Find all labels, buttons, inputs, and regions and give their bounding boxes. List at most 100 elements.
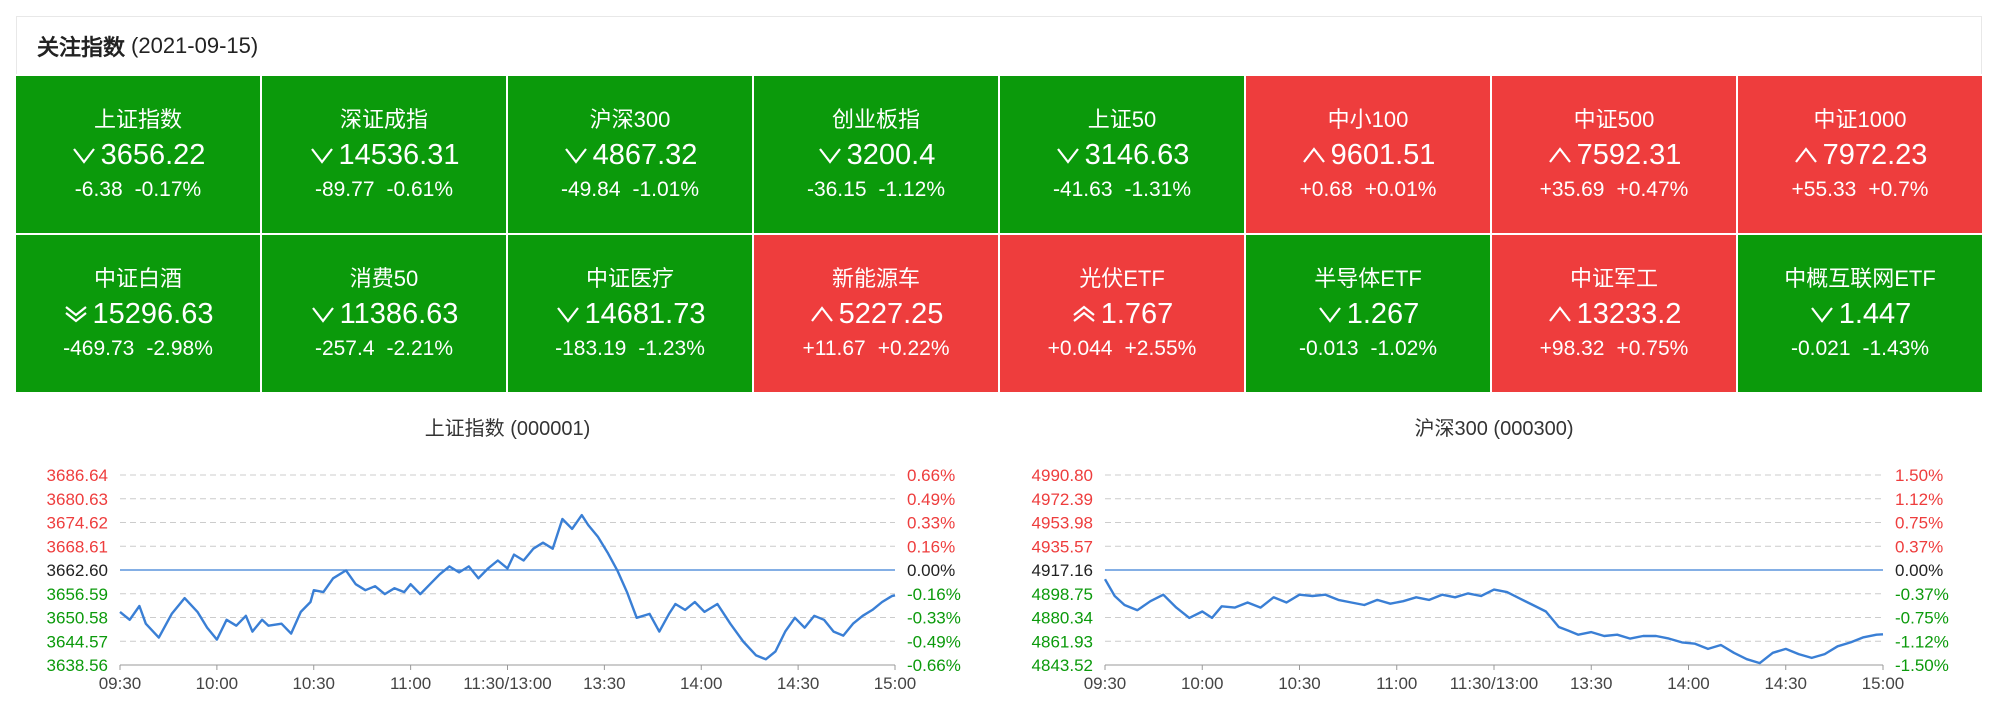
index-name: 创业板指: [831, 106, 920, 132]
chevron-up-icon: [1548, 146, 1571, 163]
index-change-pct: +0.75%: [1616, 336, 1689, 360]
index-price-row: 9601.51: [1301, 135, 1435, 175]
index-price: 3200.4: [846, 138, 936, 171]
x-tick-label: 10:00: [1181, 674, 1224, 693]
chart-title: 上证指数 (000001): [425, 417, 591, 440]
index-card[interactable]: 中概互联网ETF 1.447 -0.021 -1.43%: [1738, 235, 1982, 392]
y-tick-label-right: 1.12%: [1895, 490, 1943, 509]
index-card[interactable]: 中证军工 13233.2 +98.32 +0.75%: [1492, 235, 1736, 392]
index-name: 光伏ETF: [1079, 265, 1165, 291]
x-tick-label: 14:00: [680, 674, 723, 693]
index-price-row: 14681.73: [555, 294, 706, 334]
index-change-pct: -1.02%: [1370, 336, 1438, 360]
chevron-down-icon: [818, 147, 841, 164]
index-card[interactable]: 中证500 7592.31 +35.69 +0.47%: [1492, 76, 1736, 233]
index-card[interactable]: 新能源车 5227.25 +11.67 +0.22%: [754, 235, 998, 392]
y-tick-label-right: -1.12%: [1895, 632, 1949, 651]
index-change: -183.19: [555, 336, 627, 360]
index-price-row: 7972.23: [1793, 135, 1928, 175]
x-tick-label: 14:30: [1764, 674, 1807, 693]
index-change: +0.044: [1047, 336, 1113, 360]
y-tick-label-right: 0.16%: [907, 537, 955, 556]
y-tick-label-right: 0.37%: [1895, 537, 1943, 556]
index-card[interactable]: 上证指数 3656.22 -6.38 -0.17%: [16, 76, 260, 233]
index-change-row: +98.32 +0.75%: [1540, 334, 1689, 364]
index-change: -6.38: [74, 177, 123, 201]
index-name: 上证指数: [93, 106, 182, 132]
index-card[interactable]: 光伏ETF 1.767 +0.044 +2.55%: [1000, 235, 1244, 392]
index-price-row: 3656.22: [71, 135, 205, 175]
x-tick-label: 14:00: [1667, 674, 1710, 693]
x-tick-label: 09:30: [99, 674, 142, 693]
index-card[interactable]: 中小100 9601.51 +0.68 +0.01%: [1246, 76, 1490, 233]
hs300-chart: 沪深300 (000300) 4990.80 1.50% 4972.39 1.12% 49…: [1005, 405, 1980, 710]
index-card[interactable]: 上证50 3146.63 -41.63 -1.31%: [1000, 76, 1244, 233]
x-tick-label: 11:30/13:00: [463, 674, 552, 693]
chart-title: 沪深300 (000300): [1415, 417, 1574, 440]
index-price: 5227.25: [838, 297, 944, 330]
chevron-down-icon: [564, 147, 587, 164]
index-change-row: -6.38 -0.17%: [75, 175, 201, 205]
index-price-row: 15296.63: [63, 294, 213, 334]
index-name: 上证50: [1087, 106, 1157, 132]
double-chevron-up-icon: [1073, 305, 1095, 322]
index-change: +35.69: [1539, 177, 1605, 201]
index-change: +98.32: [1539, 336, 1605, 360]
y-tick-label-right: -0.37%: [1895, 585, 1949, 604]
index-card[interactable]: 沪深300 4867.32 -49.84 -1.01%: [508, 76, 752, 233]
index-change-pct: -1.01%: [632, 177, 700, 201]
index-name: 中证军工: [1569, 265, 1658, 291]
index-change-row: +35.69 +0.47%: [1540, 175, 1689, 205]
index-price-row: 14536.31: [309, 135, 460, 175]
index-change-row: +11.67 +0.22%: [802, 334, 949, 364]
index-name: 中概互联网ETF: [1784, 265, 1936, 291]
hs300-chart-svg: 沪深300 (000300) 4990.80 1.50% 4972.39 1.12% 49…: [1032, 417, 1949, 693]
index-card[interactable]: 中证1000 7972.23 +55.33 +0.7%: [1738, 76, 1982, 233]
index-price-row: 3146.63: [1055, 135, 1189, 175]
index-card[interactable]: 半导体ETF 1.267 -0.013 -1.02%: [1246, 235, 1490, 392]
index-price-row: 13233.2: [1547, 294, 1681, 334]
index-price: 1.767: [1100, 297, 1174, 330]
x-tick-label: 10:30: [1278, 674, 1321, 693]
index-name: 半导体ETF: [1314, 265, 1422, 291]
index-price-row: 7592.31: [1547, 135, 1681, 175]
index-name: 新能源车: [831, 265, 920, 291]
index-change-pct: +0.47%: [1616, 177, 1689, 201]
x-tick-label: 10:30: [292, 674, 335, 693]
y-tick-label-right: -0.33%: [907, 609, 961, 628]
double-chevron-down-icon: [64, 305, 87, 322]
index-change-pct: +0.01%: [1364, 177, 1437, 201]
index-card[interactable]: 消费50 11386.63 -257.4 -2.21%: [262, 235, 506, 392]
sh-index-chart-svg: 上证指数 (000001) 3686.64 0.66% 3680.63 0.49% 367…: [47, 417, 961, 693]
y-tick-label-right: 0.75%: [1895, 514, 1943, 533]
index-change-pct: -1.12%: [878, 177, 946, 201]
index-name: 中小100: [1327, 106, 1409, 132]
x-tick-label: 13:30: [583, 674, 626, 693]
index-change: -89.77: [314, 177, 375, 201]
chevron-down-icon: [1810, 306, 1833, 323]
index-change: +55.33: [1791, 177, 1857, 201]
index-change-pct: -0.17%: [134, 177, 202, 201]
x-tick-label: 11:30/13:00: [1450, 674, 1539, 693]
y-tick-label-right: 0.66%: [907, 466, 955, 485]
index-price-row: 4867.32: [563, 135, 697, 175]
y-tick-label-left: 4972.39: [1032, 490, 1093, 509]
index-change-row: +0.044 +2.55%: [1048, 334, 1197, 364]
index-price: 7972.23: [1822, 138, 1928, 171]
y-tick-label-right: -0.75%: [1895, 609, 1949, 628]
index-price: 1.447: [1838, 297, 1912, 330]
index-name: 沪深300: [589, 106, 671, 132]
index-card[interactable]: 中证医疗 14681.73 -183.19 -1.23%: [508, 235, 752, 392]
x-tick-label: 15:00: [874, 674, 917, 693]
index-card[interactable]: 创业板指 3200.4 -36.15 -1.12%: [754, 76, 998, 233]
index-card[interactable]: 中证白酒 15296.63 -469.73 -2.98%: [16, 235, 260, 392]
x-tick-label: 15:00: [1862, 674, 1905, 693]
index-price: 14536.31: [338, 138, 460, 171]
index-price-row: 1.447: [1809, 294, 1912, 334]
y-tick-label-right: 0.00%: [1895, 561, 1943, 580]
chevron-up-icon: [1548, 305, 1571, 322]
index-price: 14681.73: [584, 297, 706, 330]
index-card[interactable]: 深证成指 14536.31 -89.77 -0.61%: [262, 76, 506, 233]
index-price: 1.267: [1346, 297, 1420, 330]
y-tick-label-right: 0.49%: [907, 490, 955, 509]
